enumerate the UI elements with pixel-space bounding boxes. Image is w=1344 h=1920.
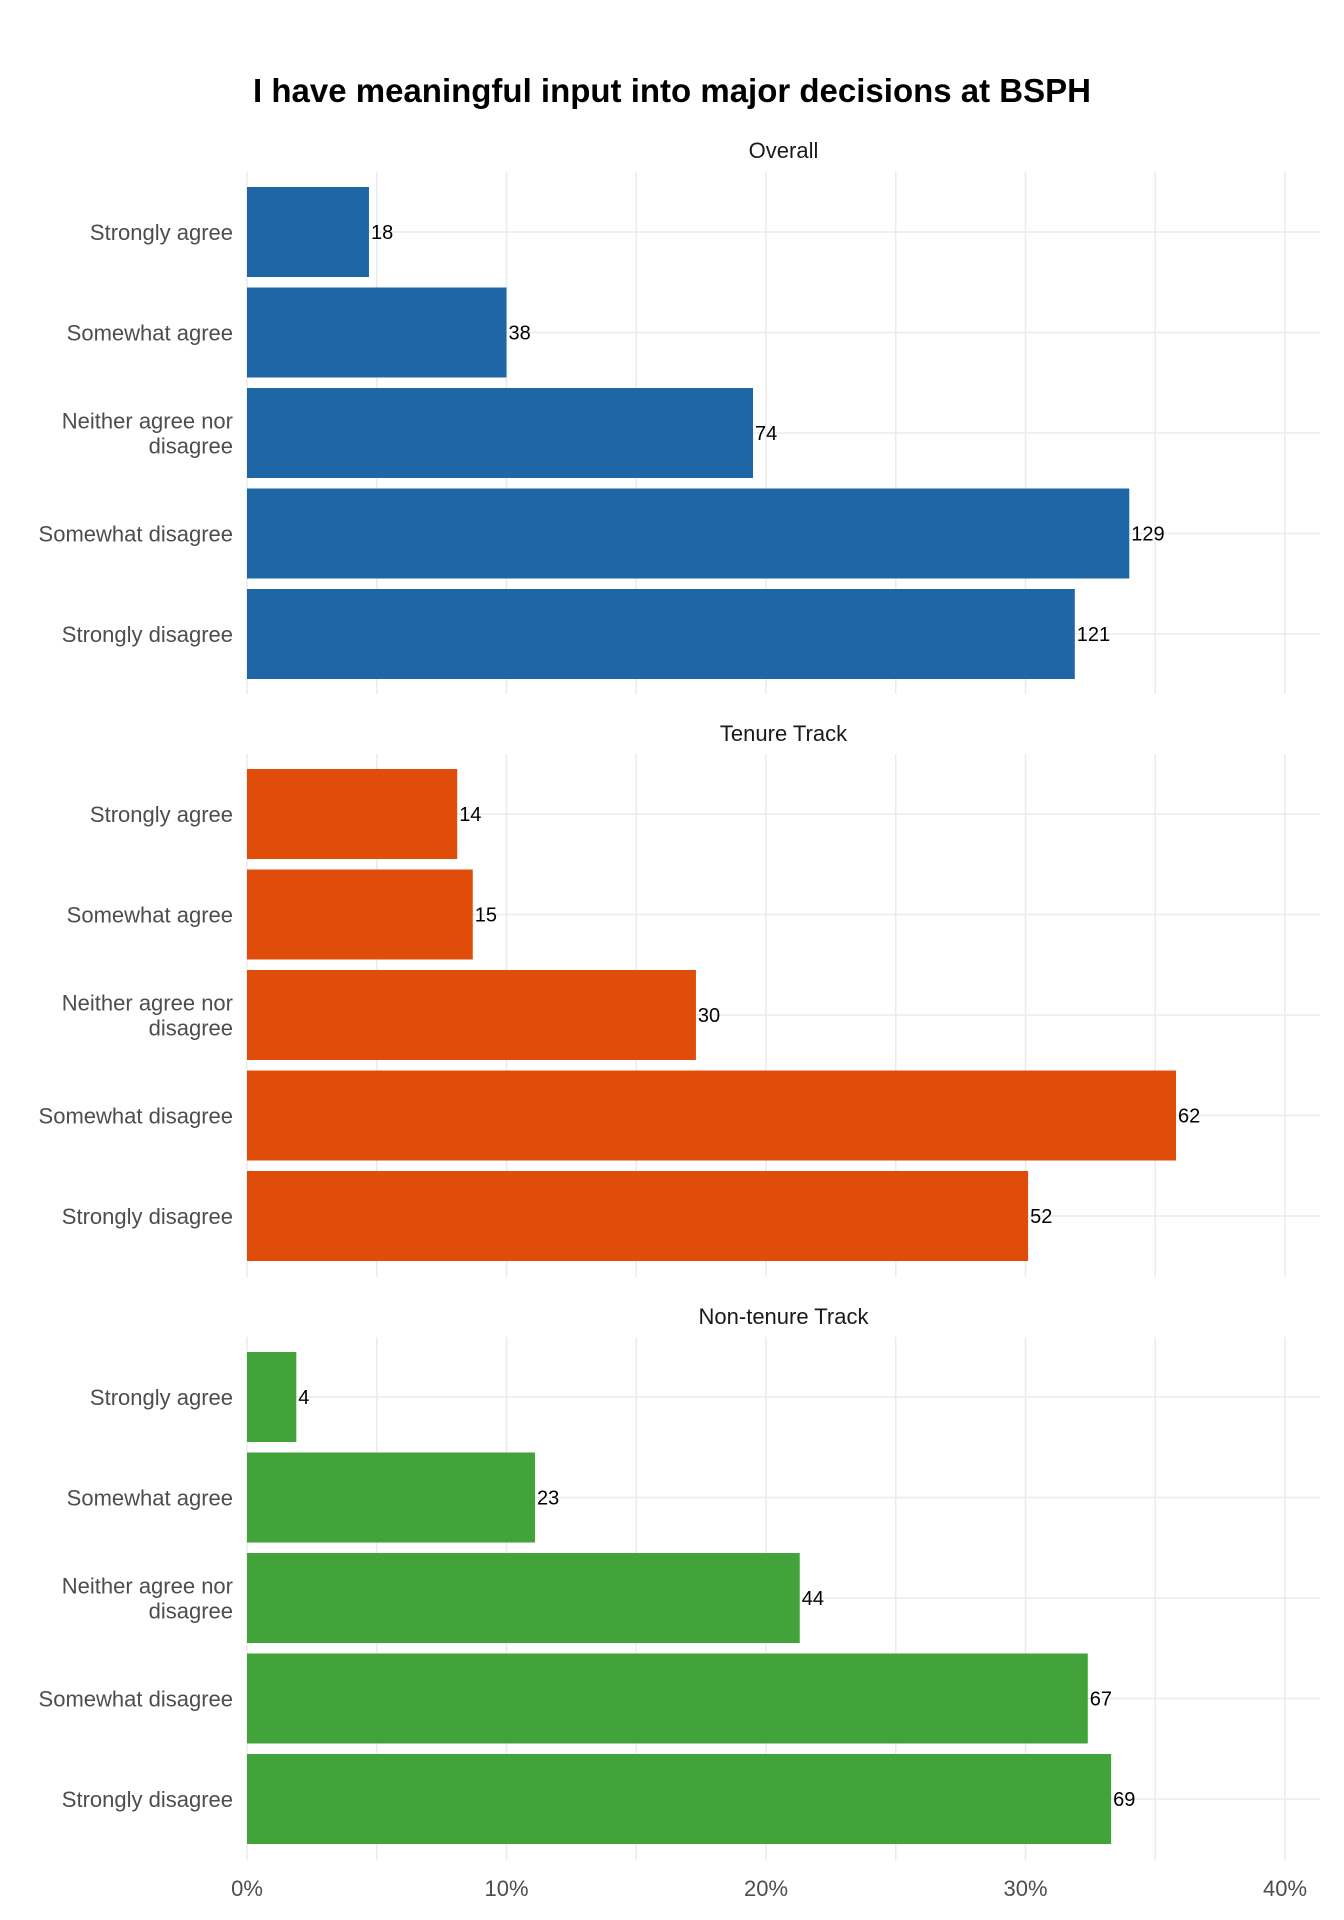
bar (247, 1352, 297, 1442)
panel-title: Overall (749, 138, 819, 163)
category-label: Strongly agree (90, 802, 233, 827)
data-label: 74 (755, 423, 777, 445)
data-label: 62 (1178, 1106, 1200, 1128)
data-label: 4 (298, 1387, 309, 1409)
category-label: Strongly agree (90, 220, 233, 245)
bar (247, 1754, 1112, 1844)
bar (247, 1070, 1177, 1161)
panel-title: Non-tenure Track (699, 1304, 870, 1329)
data-label: 44 (802, 1588, 824, 1610)
data-label: 67 (1090, 1689, 1112, 1711)
bar (247, 1553, 800, 1643)
data-label: 129 (1131, 524, 1164, 546)
category-label: Strongly disagree (62, 622, 233, 647)
bar (247, 1171, 1029, 1261)
bar (247, 287, 507, 378)
category-label: Somewhat disagree (39, 1104, 233, 1129)
data-label: 121 (1077, 624, 1110, 646)
x-tick-label: 0% (231, 1876, 263, 1901)
category-label: Somewhat disagree (39, 1687, 233, 1712)
category-label: Neither agree nor disagree (62, 409, 233, 459)
category-label: Somewhat agree (67, 321, 233, 346)
data-label: 14 (459, 804, 481, 826)
data-label: 15 (475, 905, 497, 927)
bar (247, 388, 754, 478)
bar (247, 187, 369, 277)
panel-2: Non-tenure Track 4 Strongly agree 23 Somewha… (39, 1304, 1320, 1860)
data-label: 30 (698, 1005, 720, 1027)
category-label: Neither agree nor disagree (62, 991, 233, 1041)
data-label: 23 (537, 1488, 559, 1510)
x-tick-label: 40% (1263, 1876, 1307, 1901)
data-label: 69 (1113, 1789, 1135, 1811)
bar (247, 589, 1075, 679)
category-label: Strongly agree (90, 1385, 233, 1410)
bar (247, 1452, 536, 1543)
x-tick-label: 20% (744, 1876, 788, 1901)
category-label: Neither agree nor disagree (62, 1574, 233, 1624)
bar (247, 869, 473, 960)
chart-title: I have meaningful input into major decis… (253, 72, 1091, 109)
category-label: Strongly disagree (62, 1787, 233, 1812)
bar (247, 488, 1130, 579)
category-label: Strongly disagree (62, 1204, 233, 1229)
x-tick-label: 30% (1003, 1876, 1047, 1901)
bar (247, 970, 696, 1060)
data-label: 52 (1030, 1206, 1052, 1228)
data-label: 18 (371, 222, 393, 244)
bar (247, 769, 458, 859)
category-label: Somewhat disagree (39, 522, 233, 547)
data-label: 38 (509, 323, 531, 345)
panel-0: Overall 18 Strongly agree 38 Somewhat agree 7… (39, 138, 1320, 694)
panel-1: Tenure Track 14 Strongly agree 15 Somewhat a… (39, 721, 1320, 1277)
category-label: Somewhat agree (67, 903, 233, 928)
x-tick-label: 10% (484, 1876, 528, 1901)
bar (247, 1653, 1088, 1744)
category-label: Somewhat agree (67, 1486, 233, 1511)
panel-title: Tenure Track (720, 721, 848, 746)
